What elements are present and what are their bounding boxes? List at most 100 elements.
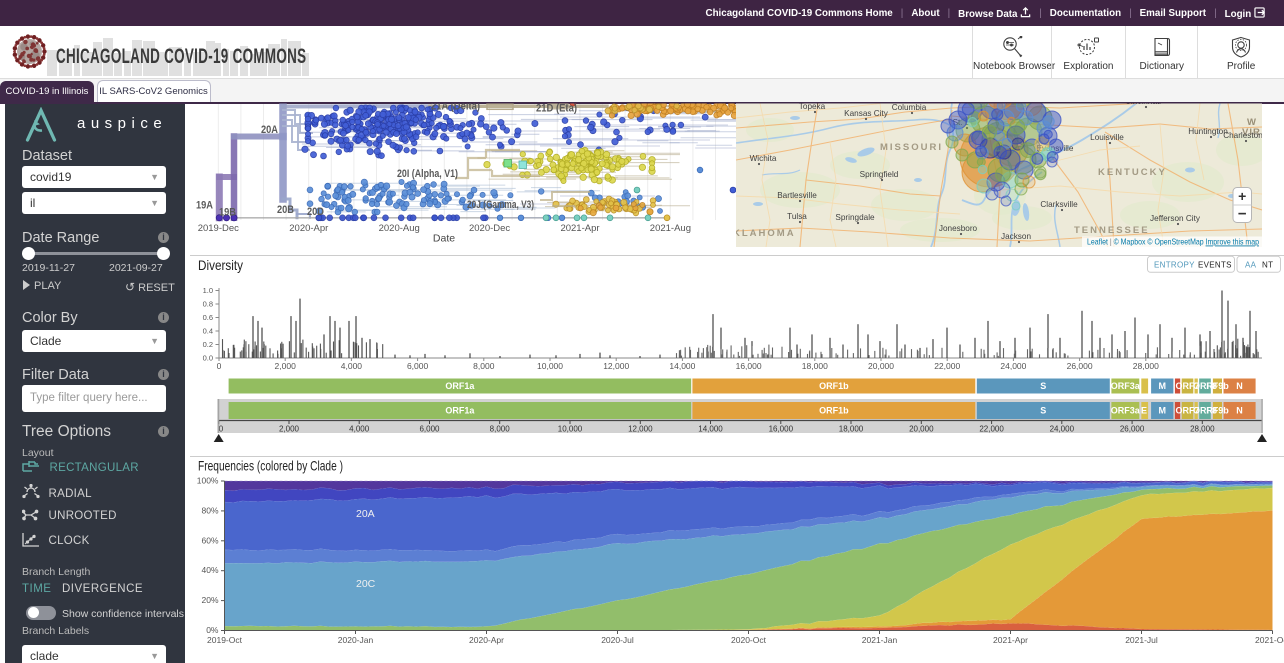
svg-text:19A: 19A: [196, 200, 213, 212]
svg-text:2021-Oct: 2021-Oct: [1255, 635, 1284, 645]
svg-text:+: +: [1238, 188, 1246, 204]
svg-text:2020-Aug: 2020-Aug: [379, 223, 420, 234]
svg-text:2021-Aug: 2021-Aug: [650, 223, 691, 234]
svg-text:Diversity: Diversity: [198, 257, 243, 273]
svg-text:80%: 80%: [201, 505, 218, 515]
svg-text:RF9b: RF9b: [1206, 406, 1229, 416]
svg-text:2021-Apr: 2021-Apr: [993, 635, 1028, 645]
svg-text:2019-Oct: 2019-Oct: [207, 635, 243, 645]
svg-text:St. L: St. L: [953, 118, 970, 127]
svg-text:8,000: 8,000: [490, 425, 511, 434]
svg-text:0.8: 0.8: [203, 300, 213, 309]
svg-text:21A (Delta): 21A (Delta): [431, 101, 480, 113]
svg-text:Date: Date: [433, 233, 455, 245]
svg-text:28,000: 28,000: [1190, 425, 1215, 434]
svg-text:2021-Apr: 2021-Apr: [560, 223, 599, 234]
svg-text:E: E: [1141, 406, 1147, 416]
svg-text:N: N: [1236, 406, 1243, 416]
svg-text:22,000: 22,000: [934, 361, 960, 371]
svg-text:ORF8: ORF8: [1193, 381, 1217, 391]
svg-text:10,000: 10,000: [558, 425, 583, 434]
svg-text:0.0: 0.0: [203, 354, 213, 363]
svg-text:0.4: 0.4: [203, 327, 213, 336]
svg-text:26,000: 26,000: [1120, 425, 1145, 434]
svg-text:EVENTS: EVENTS: [1198, 261, 1232, 270]
svg-text:Bartlesville: Bartlesville: [777, 191, 817, 200]
svg-text:12,000: 12,000: [603, 361, 629, 371]
svg-text:Columbia: Columbia: [892, 103, 927, 112]
svg-text:M: M: [1158, 381, 1166, 391]
svg-text:VIR: VIR: [1242, 127, 1261, 138]
svg-text:6,000: 6,000: [407, 361, 429, 371]
svg-text:20I (Alpha, V1): 20I (Alpha, V1): [397, 168, 458, 180]
svg-text:20A: 20A: [261, 124, 278, 136]
svg-text:26,000: 26,000: [1067, 361, 1093, 371]
svg-text:28,000: 28,000: [1133, 361, 1159, 371]
svg-text:Frequencies (colored by Clade: Frequencies (colored by Clade ): [198, 458, 343, 474]
svg-text:18,000: 18,000: [839, 425, 864, 434]
svg-text:Clarksville: Clarksville: [1040, 200, 1078, 209]
svg-text:6,000: 6,000: [419, 425, 440, 434]
svg-text:22,000: 22,000: [979, 425, 1004, 434]
svg-text:Kansas City: Kansas City: [844, 109, 889, 118]
svg-text:14,000: 14,000: [669, 361, 695, 371]
svg-text:21D (Eta): 21D (Eta): [536, 103, 577, 115]
svg-text:12,000: 12,000: [628, 425, 653, 434]
svg-text:KENTUCKY: KENTUCKY: [1098, 167, 1167, 178]
svg-text:18,000: 18,000: [802, 361, 828, 371]
svg-text:ORF3a: ORF3a: [1111, 381, 1141, 391]
svg-text:ORF1b: ORF1b: [819, 406, 849, 416]
svg-text:S: S: [1040, 406, 1046, 416]
svg-text:Jonesboro: Jonesboro: [939, 224, 978, 233]
svg-text:24,000: 24,000: [1050, 425, 1075, 434]
svg-text:0.2: 0.2: [203, 340, 213, 349]
svg-text:ORF1a: ORF1a: [445, 406, 475, 416]
svg-text:2020-Oct: 2020-Oct: [731, 635, 767, 645]
svg-text:10,000: 10,000: [537, 361, 563, 371]
svg-text:20D: 20D: [307, 206, 324, 218]
svg-text:4,000: 4,000: [341, 361, 363, 371]
svg-text:24,000: 24,000: [1000, 361, 1026, 371]
svg-text:20A: 20A: [356, 508, 375, 520]
svg-text:ORF1a: ORF1a: [445, 381, 475, 391]
svg-text:0: 0: [219, 425, 224, 434]
svg-text:0%: 0%: [206, 625, 219, 635]
svg-text:ORF7: ORF7: [1175, 381, 1199, 391]
svg-text:40%: 40%: [201, 565, 218, 575]
svg-text:19B: 19B: [219, 207, 236, 219]
svg-text:14,000: 14,000: [698, 425, 723, 434]
svg-text:16,000: 16,000: [769, 425, 794, 434]
svg-text:ENTROPY: ENTROPY: [1154, 261, 1195, 270]
svg-text:2020-Dec: 2020-Dec: [469, 223, 510, 234]
svg-text:1.0: 1.0: [203, 286, 213, 295]
svg-text:4,000: 4,000: [349, 425, 370, 434]
svg-text:0: 0: [217, 361, 222, 371]
svg-text:Charleston: Charleston: [1223, 131, 1263, 140]
svg-text:Wichita: Wichita: [750, 154, 777, 163]
svg-text:8,000: 8,000: [473, 361, 495, 371]
svg-text:2021-Jul: 2021-Jul: [1125, 635, 1158, 645]
svg-text:0.6: 0.6: [203, 313, 213, 322]
svg-text:20%: 20%: [201, 595, 218, 605]
svg-text:Jefferson City: Jefferson City: [1150, 214, 1201, 223]
svg-text:M: M: [1158, 406, 1166, 416]
svg-text:2020-Jul: 2020-Jul: [601, 635, 634, 645]
svg-text:NT: NT: [1262, 261, 1273, 270]
svg-text:RF9b: RF9b: [1206, 381, 1229, 391]
svg-text:20C: 20C: [356, 578, 376, 590]
svg-text:2020-Apr: 2020-Apr: [289, 223, 328, 234]
svg-text:CHICAGOLAND COVID-19 COMMONS: CHICAGOLAND COVID-19 COMMONS: [56, 44, 306, 68]
svg-text:60%: 60%: [201, 535, 218, 545]
svg-text:Jackson: Jackson: [1001, 232, 1031, 241]
svg-text:Leaflet | © Mapbox © OpenStree: Leaflet | © Mapbox © OpenStreetMap Impro…: [1087, 238, 1259, 247]
svg-text:S: S: [1040, 381, 1046, 391]
svg-text:MISSOURI: MISSOURI: [880, 142, 943, 153]
svg-text:20,000: 20,000: [868, 361, 894, 371]
svg-text:2020-Jan: 2020-Jan: [338, 635, 374, 645]
svg-text:2,000: 2,000: [279, 425, 300, 434]
svg-text:2020-Apr: 2020-Apr: [469, 635, 504, 645]
svg-text:KLAHOMA: KLAHOMA: [733, 228, 796, 239]
svg-text:AA: AA: [1245, 261, 1257, 270]
svg-text:20B: 20B: [277, 204, 294, 216]
svg-text:ORF8: ORF8: [1193, 406, 1217, 416]
